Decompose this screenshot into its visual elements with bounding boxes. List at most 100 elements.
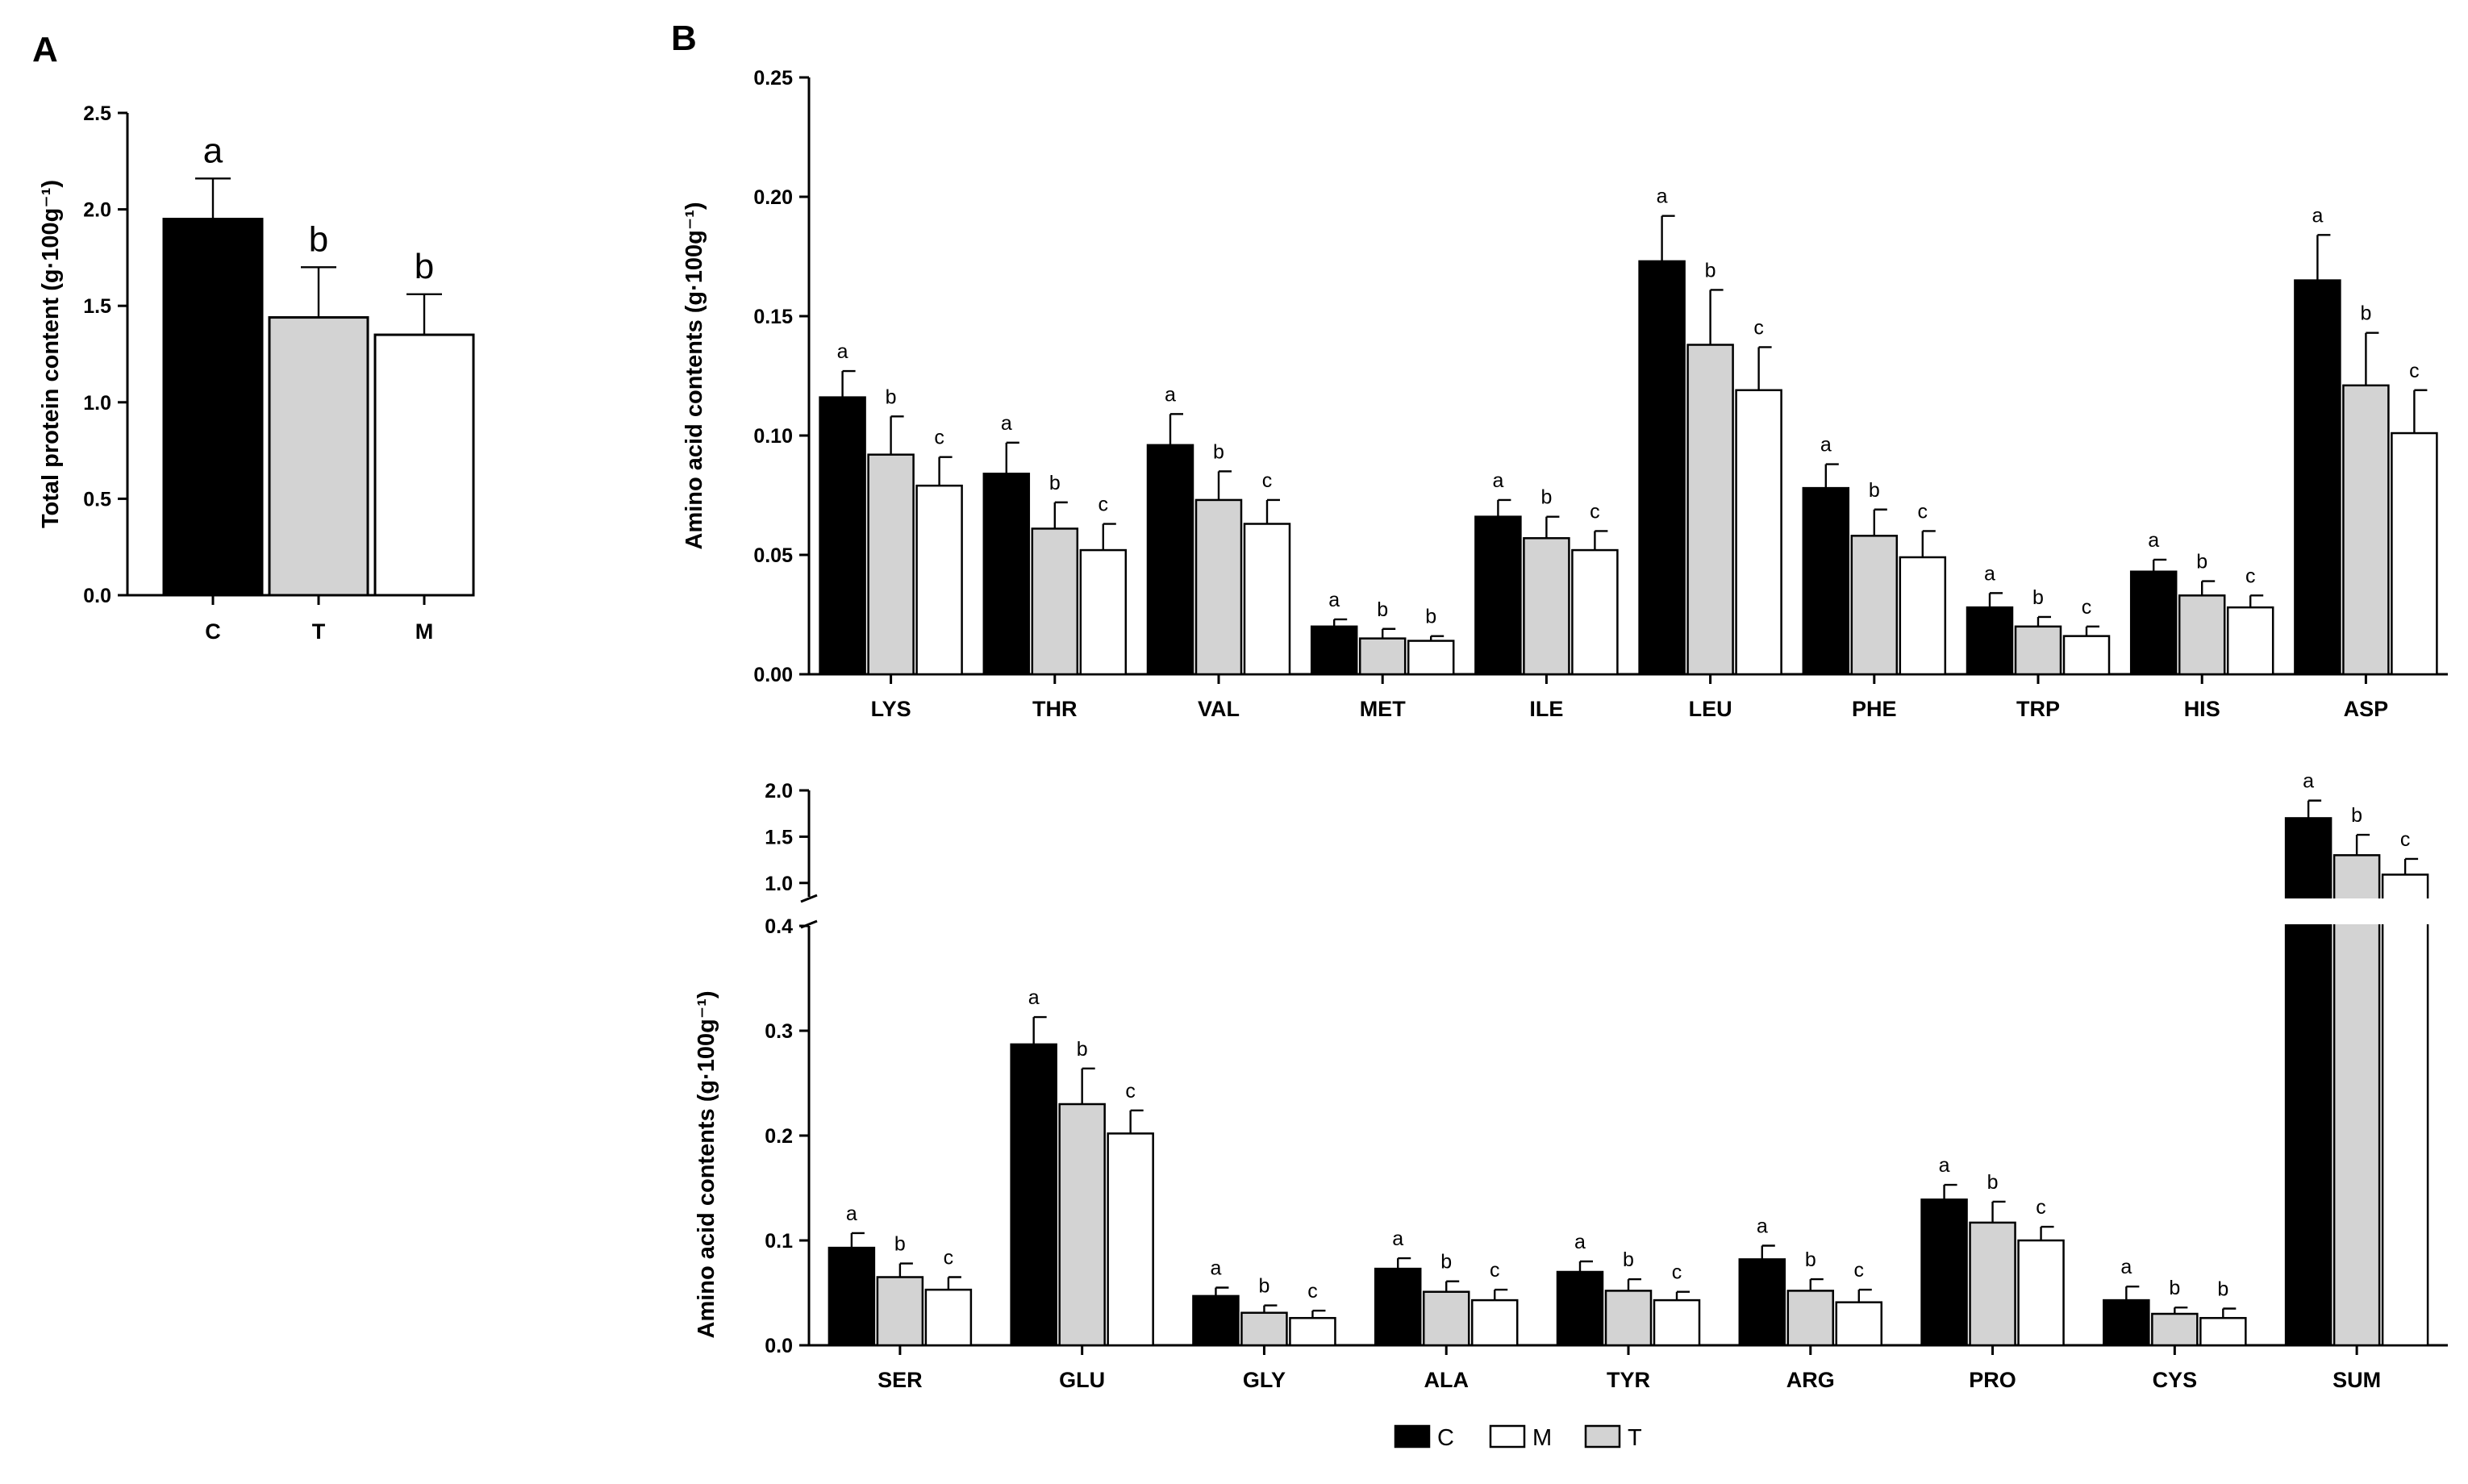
significance-letter-gly-c: a [1210,1257,1221,1280]
y-tick-label: 0.15 [753,306,793,328]
y-tick-label: 0.0 [765,1335,793,1357]
y-tick-label-upper: 1.5 [765,826,793,848]
y-tick-label-upper: 2.0 [765,780,793,802]
x-tick-label-tyr: TYR [1607,1368,1650,1392]
y-tick-label: 0.20 [753,186,793,209]
y-tick-label: 1.5 [83,295,111,318]
significance-letter-val-t: b [1213,440,1224,463]
bar-lys-c [819,396,866,676]
significance-letter-cys-m: b [2217,1278,2228,1301]
bar-cys-m [2199,1316,2247,1347]
significance-letter-phe-c: a [1820,434,1832,456]
x-tick-label-lys: LYS [871,697,911,721]
bar-ser-m [924,1288,973,1347]
bar-lys-m [915,484,963,676]
y-axis-label: Amino acid contents (g·100g⁻¹) [682,202,707,549]
bar-phe-t [1850,535,1899,676]
significance-letter-arg-c: a [1757,1215,1768,1238]
bar-trp-m [2062,635,2111,676]
bar-arg-m [1835,1301,1883,1347]
significance-letter-his-m: c [2245,565,2256,587]
significance-letter-asp-c: a [2312,204,2323,227]
bar-cys-c [2103,1298,2150,1347]
x-tick-label-ile: ILE [1529,697,1563,721]
significance-letter-tyr-t: b [1623,1248,1634,1271]
bar-lys-t [867,453,915,676]
bar-asp-c [2294,279,2341,676]
bar-ala-t [1422,1290,1470,1347]
bar-met-c [1310,625,1358,676]
bar-his-m [2226,606,2274,676]
bar-asp-m [2391,431,2438,676]
bar-ser-c [828,1246,876,1347]
y-axis-label: Amino acid contents (g·100g⁻¹) [694,990,719,1338]
significance-letter-sum-c: a [2303,770,2314,793]
significance-letter-thr-t: b [1049,472,1061,494]
significance-letter-sum-t: b [2351,804,2362,827]
bar-asp-t [2342,384,2390,676]
significance-letter-leu-t: b [1705,259,1716,281]
bar-met-t [1358,637,1407,676]
bar-val-c [1146,444,1194,676]
significance-letter-lys-c: a [837,340,848,363]
y-tick-label: 0.0 [83,585,111,607]
significance-letter-ser-t: b [894,1233,906,1256]
x-tick-label-met: MET [1360,697,1407,721]
legend-label-t: T [1628,1425,1642,1451]
bar-pro-t [1969,1221,2016,1347]
y-tick-label: 0.5 [83,488,111,511]
axis-break-mark [800,894,818,903]
significance-letter-thr-m: c [1099,494,1109,516]
significance-letter-val-c: a [1165,383,1176,406]
significance-letter-m: b [415,247,434,286]
bar-ala-m [1470,1298,1519,1347]
x-tick-label-gly: GLY [1243,1368,1286,1392]
bar-trp-t [2014,625,2062,676]
y-tick-label: 0.00 [753,664,793,686]
y-tick-label-upper: 1.0 [765,873,793,895]
significance-letter-trp-c: a [1984,562,1995,585]
x-tick-label-phe: PHE [1852,697,1897,721]
significance-letter-ala-c: a [1392,1228,1403,1250]
bar-met-m [1407,640,1455,676]
significance-letter-leu-m: c [1753,316,1764,339]
y-tick-label: 1.0 [83,392,111,415]
significance-letter-thr-c: a [1001,412,1012,435]
bar-glu-t [1058,1103,1106,1347]
bar-val-t [1194,498,1243,676]
significance-letter-trp-m: c [2082,596,2092,619]
significance-letter-pro-c: a [1939,1154,1950,1177]
significance-letter-ala-m: c [1490,1259,1500,1282]
x-tick-label-arg: ARG [1786,1368,1835,1392]
bar-ile-t [1523,537,1570,676]
panel-letter-b: B [671,19,697,58]
legend-swatch-m [1489,1424,1526,1449]
x-tick-label-sum: SUM [2333,1368,2381,1392]
legend-swatch-c [1394,1424,1431,1449]
bar-ala-c [1374,1267,1422,1347]
bar-sum-c [2284,817,2333,1347]
x-tick-label-ala: ALA [1424,1368,1469,1392]
bar-gly-c [1192,1294,1240,1347]
significance-letter-phe-m: c [1918,500,1928,523]
significance-letter-glu-t: b [1077,1038,1088,1061]
bar-sum-t [2333,854,2381,1347]
bar-arg-t [1786,1290,1835,1347]
bar-leu-m [1735,389,1782,676]
axis-break-gap [2260,898,2454,924]
bar-thr-c [982,473,1031,676]
x-tick-label-asp: ASP [2344,697,2389,721]
significance-letter-asp-t: b [2360,302,2371,325]
bar-pro-m [2017,1239,2065,1347]
y-tick-label: 0.4 [765,915,793,938]
bar-thr-m [1079,548,1128,676]
significance-letter-sum-m: c [2400,828,2411,851]
y-tick-label: 0.05 [753,544,793,567]
bar-trp-c [1966,606,2014,676]
bar-ser-t [876,1276,924,1347]
significance-letter-pro-m: c [2036,1196,2046,1219]
significance-letter-his-t: b [2196,551,2207,573]
significance-letter-ser-m: c [944,1247,954,1269]
